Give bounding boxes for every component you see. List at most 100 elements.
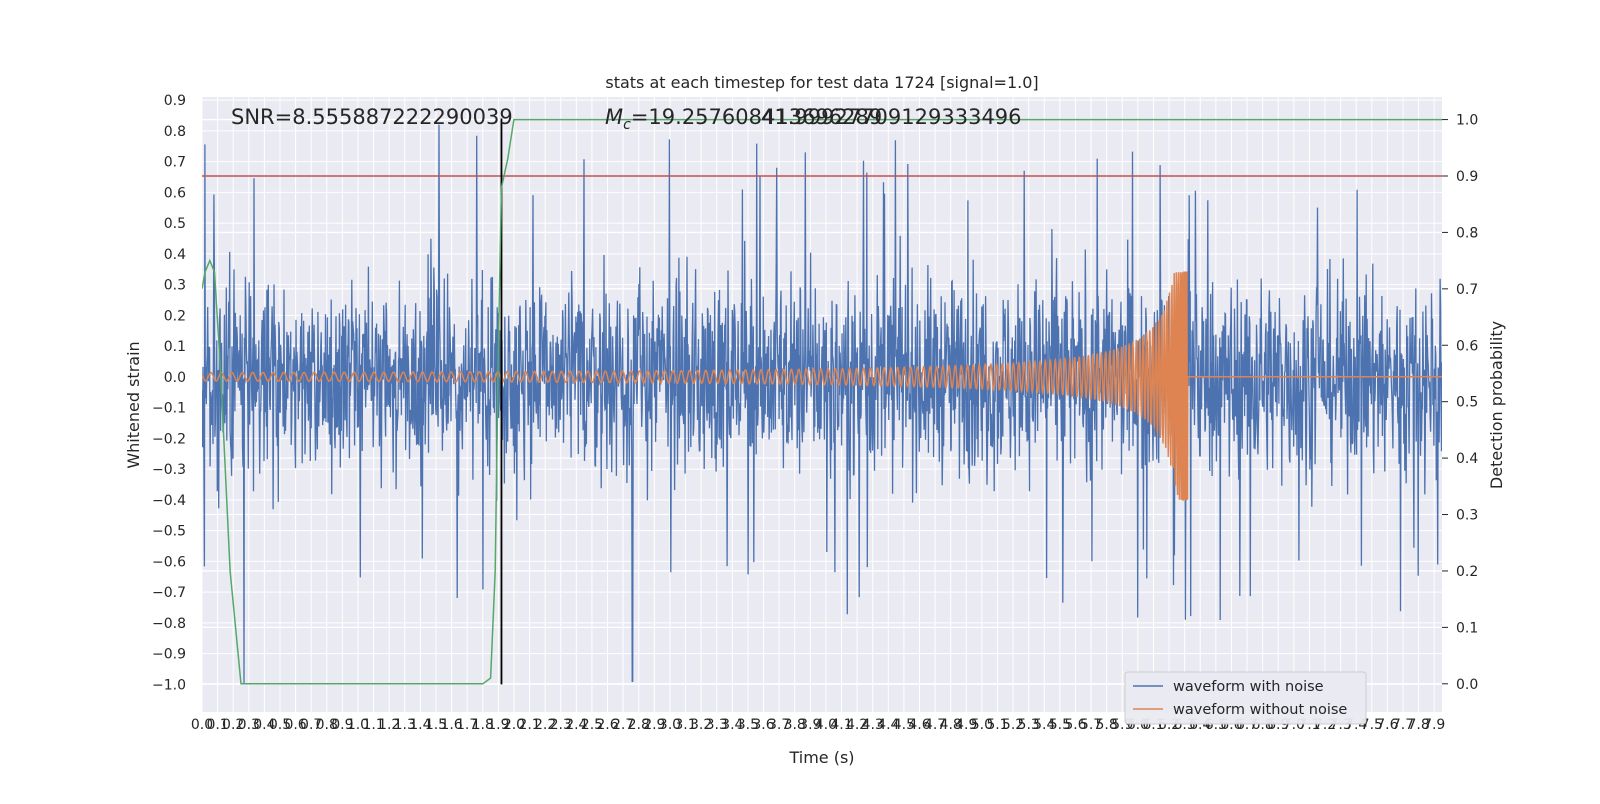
- x-tick-label: 5.1: [986, 717, 1008, 733]
- x-tick-label: 3.4: [721, 717, 743, 733]
- chirp-mass-symbol: M: [605, 105, 623, 129]
- x-tick-label: 1.9: [487, 717, 509, 733]
- x-tick-label: 4.6: [908, 717, 930, 733]
- x-tick-label: 5.3: [1018, 717, 1040, 733]
- y-left-tick-label: −0.1: [152, 401, 186, 417]
- x-tick-label: 2.5: [581, 717, 603, 733]
- y-left-tick-label: −0.4: [152, 493, 186, 509]
- y-left-tick-label: −0.7: [152, 585, 186, 601]
- x-tick-label: 2.4: [565, 717, 587, 733]
- x-tick-label: 7.9: [1423, 717, 1445, 733]
- y-left-tick-label: −0.8: [152, 616, 186, 632]
- y-left-tick-label: 0.5: [164, 216, 186, 232]
- y-left-tick-label: 0.8: [164, 124, 186, 140]
- y-left-tick-label: 0.4: [164, 247, 186, 263]
- y-right-tick-label: 0.4: [1456, 451, 1478, 467]
- x-tick-label: 1.2: [378, 717, 400, 733]
- x-tick-label: 5.7: [1080, 717, 1102, 733]
- x-tick-label: 1.3: [394, 717, 416, 733]
- y-right-tick-label: 0.7: [1456, 282, 1478, 298]
- x-tick-label: 0.5: [269, 717, 291, 733]
- y-right-tick-label: 0.3: [1456, 508, 1478, 524]
- x-tick-label: 5.2: [1002, 717, 1024, 733]
- legend: waveform with noise waveform without noi…: [1124, 671, 1367, 725]
- x-tick-label: 5.6: [1064, 717, 1086, 733]
- x-tick-label: 0.2: [222, 717, 244, 733]
- x-axis-label: Time (s): [788, 748, 854, 767]
- legend-label-without-noise: waveform without noise: [1173, 702, 1347, 718]
- x-tick-label: 3.3: [706, 717, 728, 733]
- x-tick-label: 1.5: [425, 717, 447, 733]
- x-tick-label: 5.4: [1033, 717, 1055, 733]
- x-tick-label: 2.7: [612, 717, 634, 733]
- x-tick-label: 2.9: [643, 717, 665, 733]
- chirp-mass-annotation: Mc=19.257608413696289: [605, 105, 882, 133]
- y-right-tick-label: 0.6: [1456, 338, 1478, 354]
- x-tick-label: 3.8: [784, 717, 806, 733]
- y-left-tick-label: 0.0: [164, 370, 186, 386]
- x-tick-label: 4.2: [846, 717, 868, 733]
- y-left-tick-label: 0.3: [164, 278, 186, 294]
- x-tick-label: 7.6: [1376, 717, 1398, 733]
- x-tick-label: 4.9: [955, 717, 977, 733]
- chirp-mass-value: =19.257608413696289: [631, 105, 882, 129]
- snr-annotation: SNR=8.555887222290039: [231, 105, 513, 129]
- x-tick-label: 3.1: [674, 717, 696, 733]
- x-tick-label: 3.9: [799, 717, 821, 733]
- y-right-tick-label: 0.0: [1456, 677, 1478, 693]
- y-right-tick-label: 0.9: [1456, 169, 1478, 185]
- series-waveform-without-noise: [202, 271, 1442, 501]
- x-tick-label: 4.0: [815, 717, 837, 733]
- x-tick-label: 1.1: [362, 717, 384, 733]
- y-left-tick-labels: −1.0 −0.9 −0.8 −0.7 −0.6 −0.5 −0.4 −0.3 −0.2 −0.1…: [152, 93, 186, 693]
- y-left-tick-label: 0.9: [164, 93, 186, 109]
- x-tick-label: 5.5: [1049, 717, 1071, 733]
- x-tick-label: 3.2: [690, 717, 712, 733]
- x-tick-label: 3.7: [768, 717, 790, 733]
- x-tick-label: 2.6: [596, 717, 618, 733]
- y-right-tick-labels: 0.0 0.1 0.2 0.3 0.4 0.5 0.6 0.7 0.8 0.9 1.0: [1442, 113, 1478, 693]
- y-right-axis-label: Detection probability: [1487, 321, 1506, 489]
- y-left-tick-label: 0.7: [164, 155, 186, 171]
- x-tick-label: 1.8: [472, 717, 494, 733]
- y-left-tick-label: 0.1: [164, 339, 186, 355]
- x-tick-label: 0.1: [206, 717, 228, 733]
- x-tick-label: 4.4: [877, 717, 899, 733]
- overlap-annotation: 41.99927709129333496: [761, 105, 1022, 129]
- y-left-tick-label: −0.2: [152, 431, 186, 447]
- x-tick-label: 0.3: [238, 717, 260, 733]
- y-left-tick-label: −1.0: [152, 677, 186, 693]
- y-right-tick-label: 0.5: [1456, 395, 1478, 411]
- x-tick-label: 0.6: [284, 717, 306, 733]
- chart-title: stats at each timestep for test data 172…: [605, 73, 1038, 92]
- x-tick-label: 2.1: [518, 717, 540, 733]
- series-detection-probability: [202, 118, 1442, 685]
- y-right-tick-label: 1.0: [1456, 113, 1478, 129]
- x-tick-label: 1.4: [409, 717, 431, 733]
- x-tick-label: 2.0: [503, 717, 525, 733]
- x-tick-label: 0.8: [316, 717, 338, 733]
- x-tick-label: 5.8: [1096, 717, 1118, 733]
- y-left-axis-label: Whitened strain: [124, 341, 143, 468]
- x-tick-label: 0.9: [331, 717, 353, 733]
- y-left-tick-label: 0.6: [164, 185, 186, 201]
- x-tick-label: 1.7: [456, 717, 478, 733]
- y-left-tick-label: 0.2: [164, 308, 186, 324]
- y-right-tick-label: 0.1: [1456, 620, 1478, 636]
- legend-box: [1124, 671, 1367, 725]
- x-tick-label: 0.0: [191, 717, 213, 733]
- series-waveform-with-noise: [202, 124, 1442, 685]
- legend-label-with-noise: waveform with noise: [1173, 679, 1324, 695]
- x-tick-label: 4.8: [940, 717, 962, 733]
- x-tick-label: 1.0: [347, 717, 369, 733]
- x-tick-label: 5.0: [971, 717, 993, 733]
- x-tick-label: 2.3: [550, 717, 572, 733]
- x-tick-label: 0.7: [300, 717, 322, 733]
- y-left-tick-label: −0.9: [152, 647, 186, 663]
- y-left-tick-label: −0.3: [152, 462, 186, 478]
- x-tick-label: 2.2: [534, 717, 556, 733]
- x-tick-label: 3.5: [737, 717, 759, 733]
- y-left-tick-label: −0.5: [152, 524, 186, 540]
